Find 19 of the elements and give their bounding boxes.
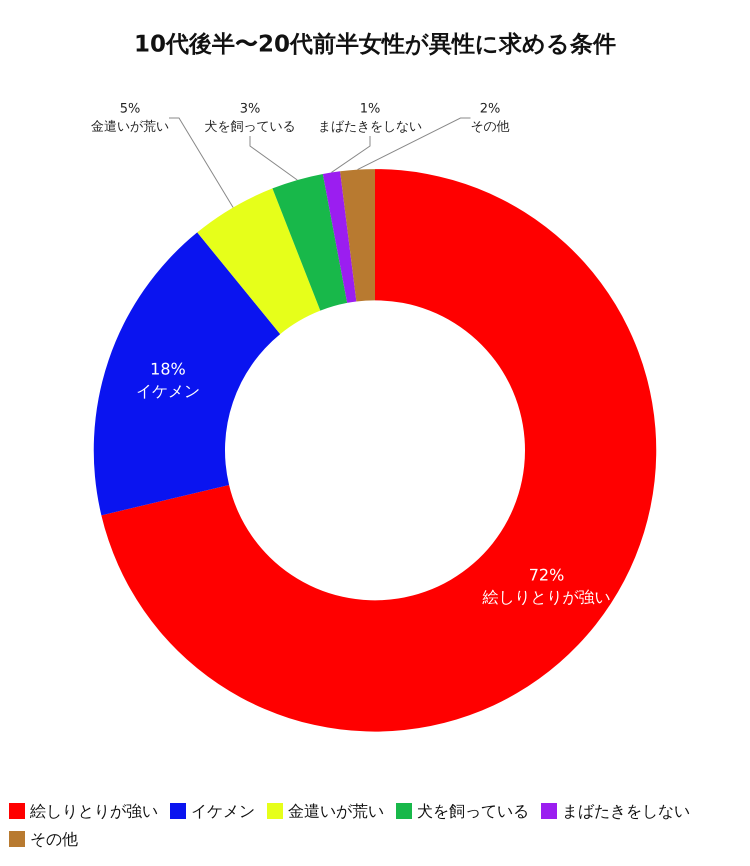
slice-label: 犬を飼っている	[204, 120, 296, 134]
chart-title: 10代後半〜20代前半女性が異性に求める条件	[134, 32, 616, 58]
legend-label: その他	[30, 830, 78, 848]
data-label: 1%	[360, 102, 380, 116]
legend-label: まばたきをしない	[562, 802, 690, 820]
slice-label: イケメン	[136, 382, 200, 401]
data-label: 3%	[240, 102, 260, 116]
data-label: 18%	[150, 360, 186, 379]
legend-label: 犬を飼っている	[417, 802, 529, 820]
legend-label: 金遣いが荒い	[288, 802, 384, 820]
legend-label: イケメン	[191, 802, 255, 820]
slice-label: 金遣いが荒い	[91, 120, 169, 134]
legend-label: 絵しりとりが強い	[29, 802, 158, 820]
slice-label: まばたきをしない	[318, 120, 422, 134]
data-label: 2%	[480, 102, 500, 116]
data-label: 5%	[120, 102, 140, 116]
slice-label: その他	[470, 120, 510, 134]
slice-label: 絵しりとりが強い	[482, 587, 611, 606]
data-label: 72%	[528, 565, 564, 584]
